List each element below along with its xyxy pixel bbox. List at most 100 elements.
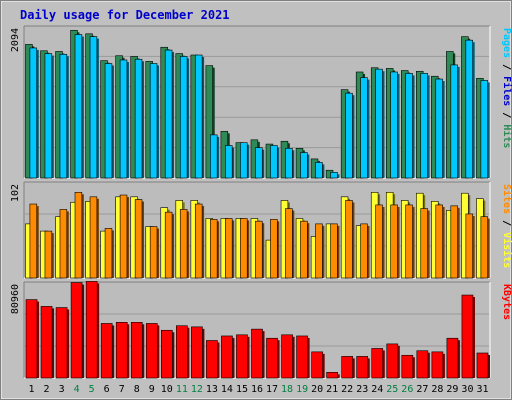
bar-files-day-16	[255, 147, 263, 179]
bar-kbytes-day-26	[401, 354, 414, 379]
x-tick-label-day-3: 3	[59, 384, 65, 395]
x-tick-label-day-9: 9	[149, 384, 155, 395]
bar-kbytes-day-14	[221, 335, 233, 379]
bar-sites-day-9	[149, 226, 158, 279]
bar-kbytes-day-21	[326, 372, 338, 379]
bar-kbytes-day-9	[145, 323, 158, 379]
x-tick-label-day-10: 10	[161, 384, 173, 395]
x-tick-label-day-1: 1	[29, 384, 35, 395]
bar-files-day-15	[240, 142, 248, 179]
bar-files-day-30	[465, 39, 473, 179]
bar-files-day-4	[74, 34, 83, 179]
bar-kbytes-day-12	[191, 326, 203, 379]
bar-sites-day-14	[225, 218, 233, 279]
legend-part: Hits	[501, 124, 512, 148]
panel-middle: 102 Sites / Visits	[10, 181, 512, 279]
legend-part: Pages	[501, 28, 512, 58]
bar-files-day-6	[104, 63, 113, 179]
bar-files-day-3	[59, 54, 68, 179]
bar-files-day-9	[149, 63, 158, 179]
legend-part: KBytes	[501, 284, 512, 320]
bar-sites-day-10	[164, 211, 173, 279]
bar-files-day-28	[435, 78, 443, 179]
x-tick-label-day-29: 29	[446, 384, 458, 395]
x-tick-label-day-19: 19	[296, 384, 308, 395]
x-tick-label-day-5: 5	[89, 384, 95, 395]
x-tick-label-day-28: 28	[431, 384, 443, 395]
bar-files-day-12	[194, 54, 203, 179]
bar-files-day-26	[405, 73, 413, 179]
bar-files-day-23	[360, 77, 368, 179]
panel-middle-y-max-label: 102	[10, 184, 21, 202]
bar-sites-day-4	[74, 192, 83, 279]
bar-sites-day-15	[240, 218, 248, 279]
bar-sites-day-1	[29, 203, 38, 279]
x-tick-label-day-12: 12	[191, 384, 203, 395]
bar-kbytes-day-23	[356, 356, 369, 379]
bar-sites-day-19	[300, 220, 308, 279]
bar-sites-day-12	[194, 203, 203, 279]
bar-kbytes-day-20	[311, 351, 323, 379]
bar-sites-day-20	[315, 223, 323, 279]
bar-kbytes-day-31	[476, 352, 489, 379]
bar-sites-day-25	[390, 204, 398, 279]
bar-kbytes-day-8	[130, 322, 143, 379]
x-tick-label-day-11: 11	[176, 384, 188, 395]
bar-hits-day-13	[205, 65, 214, 179]
bar-sites-day-8	[134, 199, 143, 279]
panel-top-y-max-label: 2094	[10, 28, 21, 52]
bar-sites-day-23	[360, 223, 368, 279]
bar-sites-day-30	[465, 213, 473, 279]
bar-kbytes-day-15	[236, 334, 248, 379]
bar-sites-day-3	[59, 209, 68, 279]
bar-sites-day-17	[270, 219, 278, 279]
panel-bottom-legend-label: KBytes	[501, 284, 512, 320]
bar-files-day-25	[390, 71, 398, 179]
bar-files-day-29	[450, 64, 458, 179]
bar-files-day-10	[164, 49, 173, 179]
bar-kbytes-day-7	[115, 322, 128, 379]
bar-files-day-17	[270, 145, 278, 179]
x-tick-label-day-21: 21	[326, 384, 338, 395]
bar-files-day-20	[315, 162, 323, 179]
x-tick-label-day-7: 7	[119, 384, 125, 395]
bar-sites-day-24	[375, 204, 383, 279]
bar-sites-day-31	[480, 216, 489, 279]
bar-sites-day-5	[89, 196, 98, 279]
chart-panels: 2094 Pages / Files / Hits 102 Sites / Visit…	[10, 25, 512, 379]
x-tick-label-day-15: 15	[236, 384, 248, 395]
bar-kbytes-day-6	[100, 323, 113, 379]
x-tick-label-day-23: 23	[356, 384, 368, 395]
bar-kbytes-day-18	[281, 334, 293, 379]
bar-kbytes-day-5	[85, 281, 98, 379]
bar-kbytes-day-27	[416, 350, 429, 379]
panel-middle-legend-label: Sites / Visits	[501, 184, 512, 268]
bar-files-day-8	[134, 58, 143, 179]
bar-files-day-18	[285, 148, 293, 179]
x-axis-labels: 1 2 3 4 5 6 7 8 9 10 11 12 13 14 15 16 17 18 19 20 21 22 23 24 2…	[29, 384, 489, 395]
bar-sites-day-22	[345, 200, 353, 279]
bar-kbytes-day-1	[25, 299, 38, 379]
legend-part: /	[501, 214, 512, 232]
bar-files-day-21	[330, 172, 338, 179]
bar-files-day-22	[345, 92, 353, 179]
bar-kbytes-day-17	[266, 337, 278, 379]
bar-kbytes-day-16	[251, 328, 263, 379]
bar-files-day-19	[300, 152, 308, 179]
panel-top: 2094 Pages / Files / Hits	[10, 25, 512, 179]
x-tick-label-day-30: 30	[461, 384, 473, 395]
bar-sites-day-2	[44, 230, 53, 279]
x-tick-label-day-22: 22	[341, 384, 353, 395]
bar-kbytes-day-24	[371, 348, 384, 379]
bar-kbytes-day-28	[431, 351, 444, 379]
x-tick-label-day-16: 16	[251, 384, 263, 395]
panel-bottom: 80960 KBytes	[10, 281, 512, 379]
x-tick-label-day-25: 25	[386, 384, 398, 395]
x-tick-label-day-31: 31	[476, 384, 488, 395]
x-tick-label-day-13: 13	[206, 384, 218, 395]
bar-files-day-11	[179, 56, 188, 179]
panel-top-legend-label: Pages / Files / Hits	[501, 28, 512, 148]
x-tick-label-day-6: 6	[104, 384, 110, 395]
